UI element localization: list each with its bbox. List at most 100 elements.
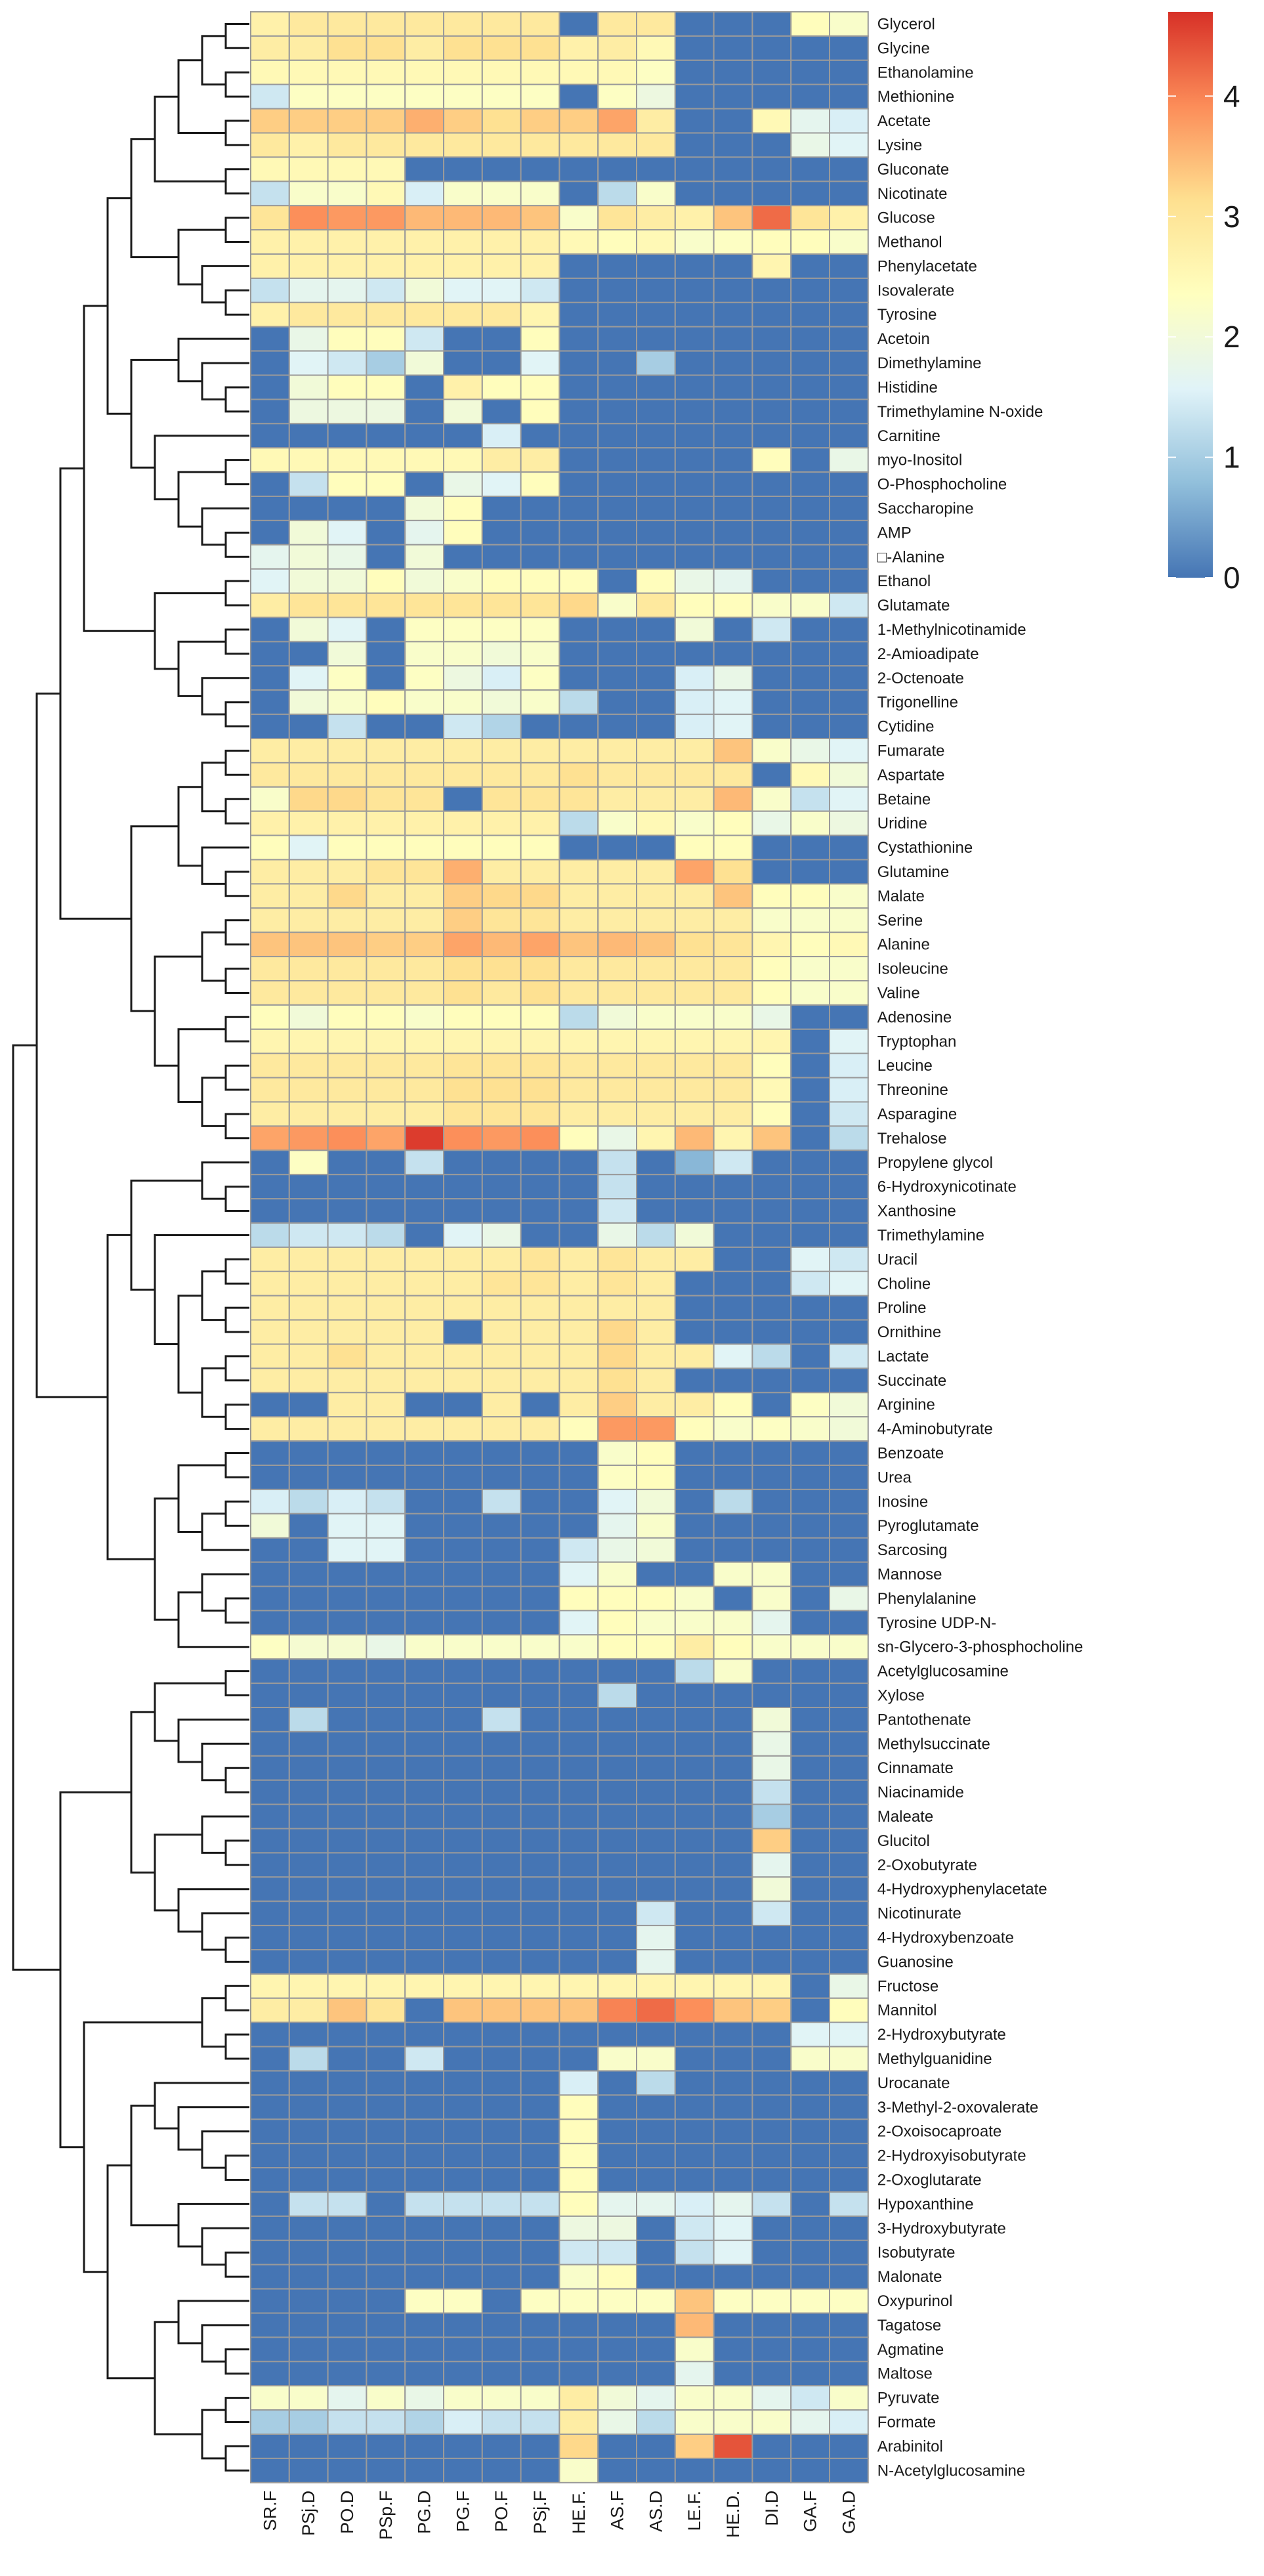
row-label: Aspartate	[877, 766, 945, 784]
heatmap-cell	[751, 1925, 792, 1951]
heatmap-cell	[250, 301, 290, 328]
heatmap-cell	[288, 1925, 329, 1951]
heatmap-cell	[288, 1004, 329, 1030]
heatmap-cell	[327, 883, 368, 909]
heatmap-cell	[674, 1149, 715, 1176]
heatmap-cell	[366, 519, 406, 546]
heatmap-cell	[636, 2312, 676, 2338]
heatmap-cell	[327, 956, 368, 981]
row-label: sn-Glycero-3-phosphocholine	[877, 1639, 1084, 1656]
heatmap-cell	[366, 423, 406, 449]
heatmap-cell	[597, 350, 638, 376]
heatmap-cell	[751, 810, 792, 836]
heatmap-cell	[829, 616, 869, 643]
heatmap-cell	[288, 1440, 329, 1467]
heatmap-cell	[674, 1803, 715, 1830]
heatmap-cell	[829, 1149, 869, 1176]
heatmap-cell	[597, 956, 638, 981]
heatmap-cell	[404, 1537, 445, 1563]
heatmap-cell	[520, 1125, 560, 1151]
heatmap-cell	[327, 1997, 368, 2023]
dendrogram-branch	[12, 1044, 60, 1971]
heatmap-cell	[481, 1295, 522, 1321]
heatmap-cell	[558, 2409, 599, 2436]
heatmap-cell	[790, 2094, 830, 2120]
heatmap-cell	[790, 59, 830, 85]
heatmap-cell	[636, 2021, 676, 2048]
heatmap-cell	[481, 592, 522, 618]
heatmap-cell	[674, 423, 715, 449]
heatmap-cell	[558, 1222, 599, 1248]
heatmap-cell	[327, 59, 368, 85]
heatmap-cell	[520, 2312, 560, 2338]
heatmap-cell	[829, 1004, 869, 1030]
heatmap-cell	[443, 2021, 483, 2048]
heatmap-cell	[404, 1028, 445, 1054]
dendrogram-branch	[35, 693, 108, 1398]
heatmap-cell	[751, 1634, 792, 1660]
heatmap-cell	[481, 1319, 522, 1345]
heatmap-cell	[636, 83, 676, 110]
heatmap-cell	[636, 2191, 676, 2217]
heatmap-cell	[404, 544, 445, 570]
heatmap-cell	[520, 132, 560, 158]
heatmap-cell	[327, 665, 368, 691]
heatmap-cell	[327, 132, 368, 158]
dendrogram-branch	[224, 798, 249, 825]
heatmap-cell	[366, 2143, 406, 2169]
heatmap-cell	[597, 156, 638, 182]
heatmap-cell	[366, 11, 406, 37]
heatmap-cell	[443, 714, 483, 739]
dendrogram-branch	[154, 592, 226, 670]
heatmap-cell	[404, 689, 445, 716]
heatmap-cell	[481, 1658, 522, 1685]
heatmap-cell	[443, 35, 483, 61]
heatmap-cell	[443, 1730, 483, 1757]
heatmap-cell	[790, 1077, 830, 1103]
heatmap-cell	[481, 447, 522, 473]
heatmap-cell	[327, 471, 368, 497]
heatmap-cell	[790, 1295, 830, 1321]
heatmap-cell	[790, 1392, 830, 1418]
heatmap-cell	[713, 1077, 753, 1103]
row-label: 2-Amioadipate	[877, 645, 979, 663]
row-label: AMP	[877, 524, 912, 542]
heatmap-cell	[288, 423, 329, 449]
heatmap-cell	[250, 2312, 290, 2338]
heatmap-cell	[597, 1634, 638, 1660]
heatmap-cell	[713, 2215, 753, 2241]
heatmap-cell	[713, 786, 753, 812]
heatmap-cell	[829, 2191, 869, 2217]
heatmap-cell	[250, 2167, 290, 2193]
heatmap-cell	[404, 1488, 445, 1514]
heatmap-cell	[288, 156, 329, 182]
heatmap-cell	[829, 2167, 869, 2193]
row-label: 4-Hydroxybenzoate	[877, 1929, 1014, 1947]
heatmap-cell	[288, 35, 329, 61]
heatmap-cell	[288, 1077, 329, 1103]
heatmap-cell	[674, 2167, 715, 2193]
heatmap-cell	[404, 1997, 445, 2023]
heatmap-cell	[597, 1149, 638, 1176]
heatmap-cell	[404, 59, 445, 85]
heatmap-cell	[751, 83, 792, 110]
heatmap-cell	[288, 1997, 329, 2023]
heatmap-cell	[250, 2215, 290, 2241]
heatmap-cell	[636, 714, 676, 739]
heatmap-cell	[636, 1779, 676, 1805]
heatmap-cell	[713, 35, 753, 61]
heatmap-cell	[597, 1101, 638, 1127]
heatmap-cell	[288, 1270, 329, 1297]
heatmap-cell	[751, 229, 792, 255]
heatmap-cell	[558, 1488, 599, 1514]
heatmap-cell	[327, 1852, 368, 1878]
heatmap-cell	[366, 1270, 406, 1297]
heatmap-cell	[713, 2457, 753, 2483]
dendrogram-branch	[201, 35, 226, 86]
heatmap-cell	[481, 2143, 522, 2169]
heatmap-cell	[250, 35, 290, 61]
heatmap-cell	[713, 665, 753, 691]
heatmap-cell	[443, 2409, 483, 2436]
heatmap-cell	[713, 59, 753, 85]
heatmap-cell	[288, 859, 329, 885]
